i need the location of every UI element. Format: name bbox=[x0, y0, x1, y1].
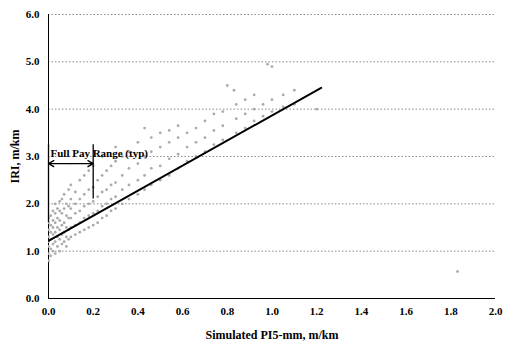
svg-text:0.8: 0.8 bbox=[220, 305, 234, 317]
svg-text:0.2: 0.2 bbox=[86, 305, 100, 317]
svg-text:IRI, m/km: IRI, m/km bbox=[8, 129, 22, 183]
svg-text:4.0: 4.0 bbox=[26, 103, 40, 115]
svg-text:5.0: 5.0 bbox=[26, 55, 40, 67]
svg-text:0.6: 0.6 bbox=[176, 305, 190, 317]
svg-text:1.4: 1.4 bbox=[355, 305, 369, 317]
svg-text:1.0: 1.0 bbox=[265, 305, 279, 317]
svg-text:1.0: 1.0 bbox=[26, 245, 40, 257]
svg-text:2.0: 2.0 bbox=[489, 305, 503, 317]
svg-text:2.0: 2.0 bbox=[26, 197, 40, 209]
svg-text:6.0: 6.0 bbox=[26, 8, 40, 20]
svg-text:1.2: 1.2 bbox=[310, 305, 324, 317]
svg-text:0.0: 0.0 bbox=[26, 292, 40, 304]
svg-text:1.6: 1.6 bbox=[399, 305, 413, 317]
svg-text:0.4: 0.4 bbox=[131, 305, 145, 317]
svg-text:3.0: 3.0 bbox=[26, 150, 40, 162]
svg-text:0.0: 0.0 bbox=[42, 305, 56, 317]
svg-text:1.8: 1.8 bbox=[444, 305, 458, 317]
svg-text:Full Pay Range (typ): Full Pay Range (typ) bbox=[51, 147, 149, 160]
svg-text:Simulated PI5-mm, m/km: Simulated PI5-mm, m/km bbox=[206, 328, 339, 342]
